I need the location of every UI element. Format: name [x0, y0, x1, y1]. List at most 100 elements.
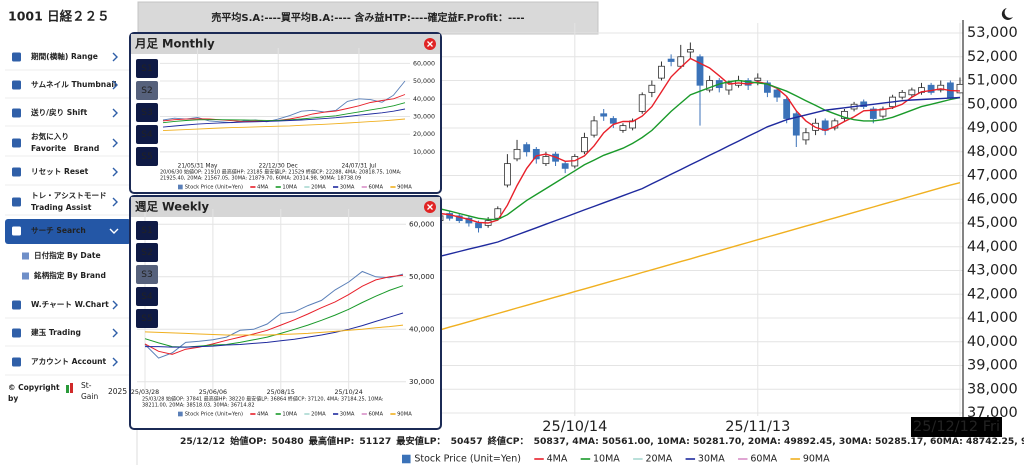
- candle-body: [802, 132, 810, 141]
- period-button-bg: [136, 265, 158, 284]
- period-button[interactable]: S4: [136, 287, 158, 306]
- brand-name: Gain: [81, 392, 98, 401]
- period-button[interactable]: S3: [136, 103, 158, 122]
- menu-label: トレ・アシストモード: [31, 191, 107, 200]
- legend-label: 4MA: [547, 454, 568, 465]
- menu-icon: [12, 52, 21, 62]
- submenu-item[interactable]: 銘柄指定 By Brand: [22, 270, 106, 280]
- info-item: 50480: [272, 436, 304, 447]
- candle-body: [494, 208, 502, 219]
- menu-label: W.チャート W.Chart: [31, 300, 109, 309]
- period-button[interactable]: S5: [136, 147, 158, 166]
- y-tick-label: 52,000: [967, 49, 1018, 65]
- info-line: 38211.00, 20MA: 38518.03, 30MA: 36714.82: [142, 403, 255, 409]
- legend-label: 60MA: [368, 412, 383, 418]
- series-line: [439, 182, 961, 331]
- y-tick-label: 40,000: [413, 96, 435, 103]
- menu-item[interactable]: 建玉 Trading: [12, 327, 118, 338]
- series-line: [439, 57, 961, 224]
- period-button-bg: [136, 309, 158, 328]
- candle-body: [841, 110, 848, 119]
- period-button-bg: [136, 81, 158, 100]
- brand-logo: [70, 383, 73, 393]
- info-item: 最安値LP：: [396, 435, 445, 447]
- menu-item[interactable]: リセット Reset: [12, 167, 118, 177]
- y-tick-label: 41,000: [967, 310, 1018, 326]
- candle-body: [783, 99, 791, 119]
- y-tick-label: 42,000: [967, 286, 1018, 302]
- series-line: [144, 270, 404, 359]
- close-button[interactable]: [424, 38, 436, 50]
- menu-item[interactable]: トレ・アシストモード Trading Assist: [12, 191, 118, 212]
- y-tick-label: 49,000: [967, 120, 1018, 136]
- chevron-right: [112, 52, 118, 62]
- legend-label: 30MA: [698, 454, 725, 465]
- period-button[interactable]: S2: [136, 81, 158, 100]
- menu-icon: [12, 167, 21, 177]
- y-tick-label: 30,000: [413, 113, 435, 120]
- y-tick-label: 39,000: [967, 358, 1018, 374]
- submenu-item[interactable]: 日付指定 By Date: [22, 250, 101, 260]
- menu-item[interactable]: 期間(横軸) Range: [12, 51, 118, 62]
- period-button[interactable]: S1: [136, 59, 158, 78]
- candle-body: [532, 148, 540, 160]
- popup-frame: [129, 32, 442, 194]
- legend-label: 90MA: [397, 412, 412, 418]
- menu-item[interactable]: サーチ Search: [5, 219, 131, 244]
- legend-label: 4MA: [257, 412, 269, 418]
- x-tick-label: 25/11/13: [725, 419, 790, 435]
- legend-label: Stock Price (Unit=Yen): [414, 454, 521, 465]
- x-tick-label: 25/06/06: [199, 389, 227, 396]
- menu-item[interactable]: アカウント Account: [12, 357, 118, 367]
- y-tick-label: 38,000: [967, 381, 1018, 397]
- info-item: 50837: [534, 436, 566, 447]
- period-button[interactable]: S5: [136, 309, 158, 328]
- candle-body: [542, 156, 550, 165]
- legend-label: Stock Price (Unit=Yen): [185, 185, 243, 191]
- period-button[interactable]: S4: [136, 125, 158, 144]
- legend-label: 4MA: [257, 185, 269, 191]
- y-tick-label: 48,000: [967, 144, 1018, 160]
- menu-item[interactable]: サムネイル Thumbnail: [12, 80, 118, 90]
- copyright: by: [8, 394, 18, 403]
- menu-icon: [12, 328, 21, 338]
- candle-body: [706, 80, 714, 91]
- popup-titlebar: [131, 34, 440, 54]
- info-line: 25/03/28 始値OP: 37841 最高値HP: 38220 最安値LP:…: [142, 396, 384, 403]
- candle-body: [773, 89, 781, 98]
- legend-swatch: [178, 411, 183, 417]
- close-button[interactable]: [424, 201, 436, 213]
- x-tick-label: 21/05/31 May: [178, 164, 218, 170]
- info-line: 25/12/12 始値OP: 50480 最高値HP: 51127 最安値LP： 50457…: [180, 435, 1024, 447]
- submenu-label: 日付指定 By Date: [34, 250, 101, 260]
- x-tick-label: 25/08/15: [267, 389, 295, 396]
- popup-window: 30,000 40,000 50,000 60,000 25/03/28 25/06/06…: [129, 195, 442, 430]
- legend-label: 20MA: [645, 454, 672, 465]
- series-line: [162, 108, 406, 128]
- info-line: 20/06/30 始値OP: 21910 最高値HP: 23185 最安値LP:…: [160, 169, 402, 176]
- chevron-right: [112, 357, 118, 367]
- menu-item[interactable]: お気に入り Favorite Brand: [12, 131, 118, 153]
- chevron-right: [112, 300, 118, 310]
- series-line: [144, 274, 404, 355]
- period-button[interactable]: S3: [136, 265, 158, 284]
- info-item: 25/12/12: [180, 436, 225, 447]
- legend-swatch: [178, 184, 183, 190]
- y-tick-label: 45,000: [967, 215, 1018, 231]
- period-button-bg: [136, 147, 158, 166]
- x-tick-label: 24/07/31 Jul: [341, 164, 376, 170]
- period-button[interactable]: S1: [136, 221, 158, 240]
- menu-item[interactable]: 送り/戻り Shift: [12, 107, 118, 118]
- menu-label: Trading Assist: [31, 203, 92, 212]
- stats-text: 売平均S.A:----買平均B.A:---- 含み益HTP:----確定益F.P…: [211, 11, 524, 24]
- period-button[interactable]: S2: [136, 243, 158, 262]
- candle-body: [638, 94, 646, 112]
- y-tick-label: 40,000: [409, 324, 435, 333]
- popup-title: 週足 Weekly: [135, 200, 209, 214]
- period-button-bg: [136, 221, 158, 240]
- dark-mode-toggle[interactable]: [1001, 8, 1013, 20]
- menu-item[interactable]: W.チャート W.Chart: [12, 300, 118, 310]
- y-tick-label: 51,000: [967, 73, 1018, 89]
- candle-body: [523, 144, 531, 153]
- series-line: [439, 96, 961, 257]
